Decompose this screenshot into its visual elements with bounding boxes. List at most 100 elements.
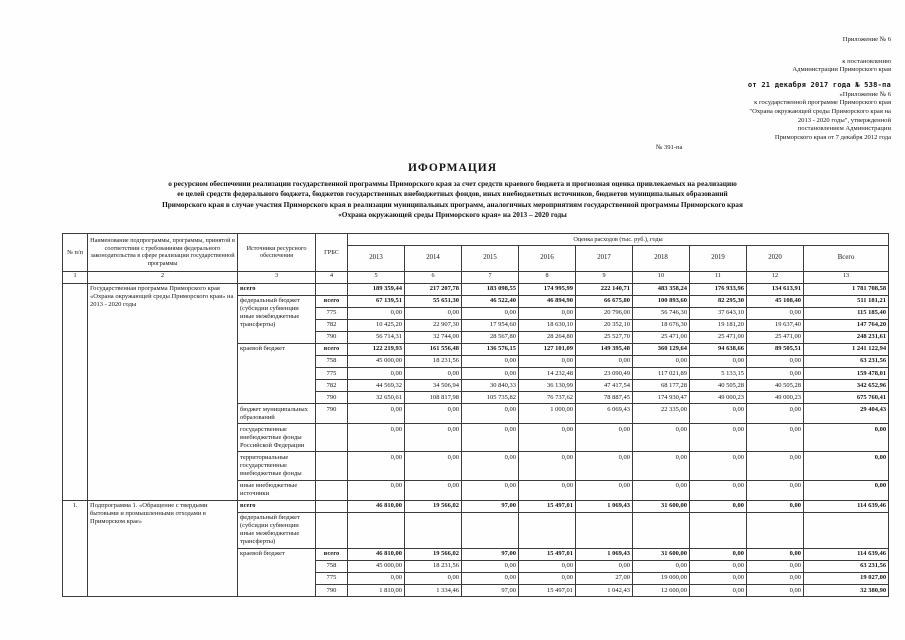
value-cell: 117 021,89 bbox=[632, 367, 690, 381]
value-cell: 1 069,43 bbox=[575, 547, 633, 561]
value-cell: 0,00 bbox=[518, 354, 576, 369]
value-cell: 23 090,49 bbox=[575, 367, 633, 381]
grbs-code-cell: 790 bbox=[315, 330, 348, 344]
value-cell: 28 264,80 bbox=[518, 330, 576, 344]
column-index-cell: 8 bbox=[518, 270, 576, 284]
value-cell: 94 638,66 bbox=[689, 342, 747, 356]
year-header-cell: 2018 bbox=[632, 244, 690, 272]
funding-source-cell: федеральный бюджет (субсидии субвенции и… bbox=[237, 294, 316, 344]
value-cell: 1 334,46 bbox=[404, 583, 462, 598]
value-cell: 20 796,00 bbox=[575, 306, 633, 320]
value-cell: 0,00 bbox=[461, 423, 519, 453]
value-cell: 56 714,31 bbox=[347, 330, 405, 344]
value-cell: 37 643,10 bbox=[689, 306, 747, 320]
resource-table: № п/п Наименование подпрограммы, программ… bbox=[62, 233, 890, 598]
value-cell: 0,00 bbox=[404, 306, 462, 320]
value-cell: 675 760,41 bbox=[802, 391, 890, 405]
grbs-code-cell bbox=[315, 451, 348, 481]
value-cell: 78 887,45 bbox=[575, 391, 633, 405]
value-cell: 114 639,46 bbox=[802, 547, 890, 561]
value-cell: 248 231,61 bbox=[802, 330, 890, 344]
value-cell: 25 471,00 bbox=[746, 330, 804, 344]
annex-header-block: Приложение № 6 к постановлению Администр… bbox=[656, 36, 891, 153]
value-cell: 0,00 bbox=[632, 354, 690, 369]
value-cell: 342 652,96 bbox=[802, 379, 890, 393]
value-cell: 45 000,00 bbox=[347, 559, 405, 573]
value-cell: 0,00 bbox=[347, 306, 405, 320]
value-cell: 0,00 bbox=[518, 306, 576, 320]
value-cell: 0,00 bbox=[461, 479, 519, 501]
value-cell: 511 181,21 bbox=[802, 294, 890, 308]
subtitle-line: о ресурсном обеспечении реализации госуд… bbox=[168, 179, 737, 188]
year-header-cell: 2013 bbox=[347, 244, 405, 272]
value-cell: 0,00 bbox=[518, 571, 576, 586]
value-cell bbox=[802, 511, 890, 549]
value-cell: 1 810,00 bbox=[347, 583, 405, 598]
value-cell: 27,00 bbox=[575, 571, 633, 586]
value-cell: 0,00 bbox=[461, 367, 519, 381]
year-header-cell: 2016 bbox=[518, 244, 576, 272]
document-subtitle: о ресурсном обеспечении реализации госуд… bbox=[28, 179, 877, 220]
value-cell: 18 676,30 bbox=[632, 318, 690, 332]
value-cell: 134 613,91 bbox=[746, 282, 804, 296]
value-cell: 0,00 bbox=[461, 571, 519, 586]
value-cell: 82 295,30 bbox=[689, 294, 747, 308]
value-cell: 5 133,15 bbox=[689, 367, 747, 381]
value-cell: 32 380,90 bbox=[802, 583, 890, 598]
value-cell: 0,00 bbox=[575, 479, 633, 501]
value-cell: 0,00 bbox=[461, 306, 519, 320]
subtitle-line: ее целей средств федерального бюджета, б… bbox=[177, 189, 728, 199]
value-cell: 0,00 bbox=[689, 354, 747, 369]
column-index-cell: 1 bbox=[62, 270, 88, 284]
value-cell: 46 894,90 bbox=[518, 294, 576, 308]
year-header-cell: 2017 bbox=[575, 244, 633, 272]
value-cell: 174 995,99 bbox=[518, 282, 576, 296]
value-cell: 0,00 bbox=[575, 559, 633, 573]
grbs-code-cell: 758 bbox=[315, 354, 348, 369]
value-cell: 19 637,40 bbox=[746, 318, 804, 332]
value-cell: 22 907,30 bbox=[404, 318, 462, 332]
value-cell: 0,00 bbox=[746, 547, 804, 561]
value-cell: 28 567,80 bbox=[461, 330, 519, 344]
program-ref-line: «Приложение № 6 bbox=[839, 90, 891, 98]
value-cell: 0,00 bbox=[404, 571, 462, 586]
program-ref-line: "Охрана окружающей среды Приморского кра… bbox=[749, 108, 891, 116]
value-cell: 25 471,00 bbox=[632, 330, 690, 344]
value-cell: 22 335,00 bbox=[632, 403, 690, 425]
value-cell: 18 231,56 bbox=[404, 559, 462, 573]
resolution-line: к постановлению bbox=[842, 57, 891, 65]
funding-source-cell: территориальные государственные внебюдже… bbox=[237, 451, 316, 481]
grbs-code-cell: всего bbox=[315, 342, 348, 356]
value-cell bbox=[518, 511, 576, 549]
base-resolution-number: № 391-па bbox=[656, 144, 683, 152]
value-cell: 15 497,01 bbox=[518, 583, 576, 598]
value-cell: 18 231,56 bbox=[404, 354, 462, 369]
value-cell: 0,00 bbox=[746, 499, 804, 513]
program-ref-line: Приморского края от 7 декабря 2012 года bbox=[774, 133, 891, 141]
value-cell: 10 425,20 bbox=[347, 318, 405, 332]
grbs-code-cell: всего bbox=[315, 547, 348, 561]
value-cell: 161 556,48 bbox=[404, 342, 462, 356]
value-cell: 0,00 bbox=[746, 354, 804, 369]
value-cell: 63 231,56 bbox=[802, 354, 890, 369]
grbs-code-cell bbox=[315, 499, 348, 513]
grbs-code-cell: всего bbox=[315, 294, 348, 308]
value-cell: 174 930,47 bbox=[632, 391, 690, 405]
value-cell: 0,00 bbox=[347, 403, 405, 425]
grbs-code-cell bbox=[315, 423, 348, 453]
value-cell: 0,00 bbox=[802, 451, 890, 481]
value-cell: 0,00 bbox=[632, 479, 690, 501]
value-cell: 67 139,51 bbox=[347, 294, 405, 308]
grbs-code-cell: 790 bbox=[315, 583, 348, 598]
resolution-line: Администрации Приморского края bbox=[792, 66, 891, 74]
value-cell: 18 630,10 bbox=[518, 318, 576, 332]
value-cell: 14 232,48 bbox=[518, 367, 576, 381]
value-cell: 19 000,00 bbox=[632, 571, 690, 586]
value-cell: 0,00 bbox=[404, 367, 462, 381]
value-cell: 49 000,23 bbox=[746, 391, 804, 405]
value-cell: 147 764,20 bbox=[802, 318, 890, 332]
value-cell: 0,00 bbox=[632, 423, 690, 453]
value-cell: 0,00 bbox=[404, 479, 462, 501]
value-cell: 32 650,61 bbox=[347, 391, 405, 405]
value-cell: 30 840,33 bbox=[461, 379, 519, 393]
